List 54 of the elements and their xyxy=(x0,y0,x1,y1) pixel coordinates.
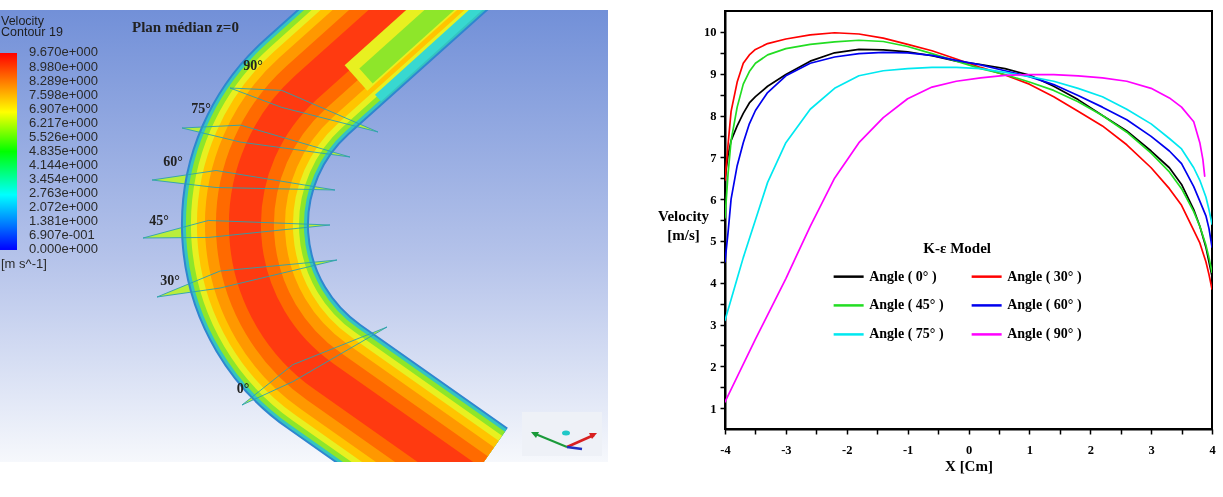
x-tick-label: -4 xyxy=(720,442,732,457)
line-series xyxy=(725,66,1212,322)
x-tick-label: -3 xyxy=(781,442,792,457)
text: 2.072e+000 xyxy=(29,199,99,215)
x-tick-label: 2 xyxy=(1087,442,1094,457)
x-tick-label: 0 xyxy=(965,442,973,457)
legend-label: Angle ( 45° ) xyxy=(869,297,944,314)
text: 90° xyxy=(243,58,263,74)
text: 8.980e+000 xyxy=(29,58,99,74)
legend-label: Angle ( 90° ) xyxy=(1007,326,1082,343)
x-axis-title: X [Cm] xyxy=(945,458,993,474)
text: 45° xyxy=(149,213,169,229)
y-tick-label: 7 xyxy=(710,150,717,165)
text: 9.670e+000 xyxy=(29,44,99,60)
color-bar-title: Velocity Contour 19 xyxy=(1,14,63,40)
legend-label: Angle ( 60° ) xyxy=(1007,297,1082,314)
legend-title: K-ε Model xyxy=(923,239,991,256)
legend-label: Angle ( 30° ) xyxy=(1007,268,1082,285)
text: 8.289e+000 xyxy=(29,72,99,88)
text: 3.454e+000 xyxy=(29,171,99,187)
text: 4.144e+000 xyxy=(29,157,99,172)
legend-label: Angle ( 0° ) xyxy=(869,268,937,285)
y-tick-label: 9 xyxy=(710,67,717,82)
y-tick-label: 6 xyxy=(710,192,717,207)
y-tick-label: 2 xyxy=(710,359,717,374)
x-tick-label: 3 xyxy=(1148,442,1155,457)
text: 6.907e-001 xyxy=(29,227,95,243)
text: 6.907e+000 xyxy=(29,100,99,116)
legend-label: Angle ( 75° ) xyxy=(869,326,944,343)
y-tick-label: 8 xyxy=(710,109,717,123)
text: 0.000e+000 xyxy=(29,241,99,257)
text: 1.381e+000 xyxy=(29,213,99,229)
text: Plan médian z=0 xyxy=(132,19,239,36)
text: 5.526e+000 xyxy=(29,128,99,144)
x-tick-label: 4 xyxy=(1209,442,1217,457)
y-axis-title: Velocity [m/s] xyxy=(657,208,710,244)
text: [m s^-1] xyxy=(1,256,47,272)
text: 7.598e+000 xyxy=(29,86,99,102)
text: 30° xyxy=(160,273,180,289)
text: 6.217e+000 xyxy=(29,114,99,130)
text: 75° xyxy=(191,101,211,117)
y-tick-label: 5 xyxy=(710,234,717,249)
x-tick-label: -1 xyxy=(902,442,914,457)
y-tick-label: 3 xyxy=(710,318,717,332)
y-tick-label: 1 xyxy=(710,401,717,416)
y-tick-label: 10 xyxy=(704,25,717,40)
text: 4.835e+000 xyxy=(29,142,99,158)
line-series xyxy=(725,73,1206,403)
text: 60° xyxy=(163,154,183,170)
text: 2.763e+000 xyxy=(29,185,99,201)
x-tick-label: -2 xyxy=(842,442,853,457)
text: 0° xyxy=(236,381,250,397)
x-tick-label: 1 xyxy=(1026,442,1033,457)
y-tick-label: 4 xyxy=(710,276,718,291)
